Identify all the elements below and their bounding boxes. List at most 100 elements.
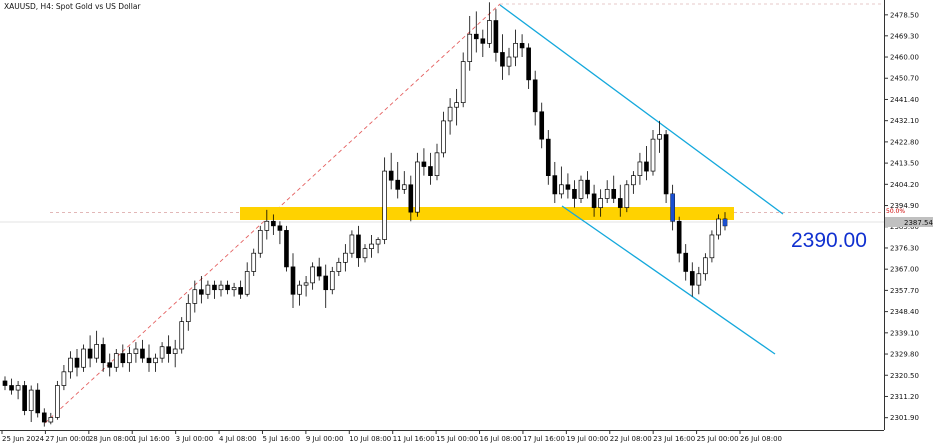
support-zone [240, 207, 734, 220]
candle-up [153, 357, 158, 364]
candle-down [591, 193, 597, 208]
x-tick-label: 22 Jul 08:00 [610, 435, 652, 443]
candle-up [624, 184, 630, 208]
x-tick-label: 17 Jul 16:00 [523, 435, 565, 443]
candle-up [172, 348, 178, 354]
candle-up [709, 234, 715, 259]
candle-up [369, 243, 374, 249]
candle-up [487, 20, 492, 44]
x-tick-label: 9 Jul 00:00 [306, 435, 344, 443]
candle-up [61, 371, 67, 386]
y-tick-label: 2394.90 [890, 202, 919, 210]
candle-up [68, 357, 73, 373]
y-tick-label: 2413.50 [890, 160, 919, 168]
candle-down [388, 170, 394, 181]
candle-up [703, 257, 708, 275]
candle-down [74, 357, 80, 368]
candle-up [447, 106, 453, 122]
x-tick-label: 27 Jun 00:00 [45, 435, 89, 443]
candle-up [631, 175, 636, 186]
candle-down [552, 175, 558, 195]
candle-up [441, 120, 446, 154]
x-tick-label: 25 Jul 00:00 [697, 435, 739, 443]
candle-up [28, 389, 34, 411]
candle-down [428, 166, 433, 176]
candle-down [565, 184, 571, 190]
candle-down [493, 20, 499, 53]
x-tick-label: 10 Jul 08:00 [349, 435, 391, 443]
y-axis: 2478.50 2469.30 2460.00 2450.70 2441.40 2432.… [884, 11, 919, 422]
y-tick-label: 2376.30 [890, 244, 919, 252]
candle-up [303, 282, 309, 286]
x-tick-label: 19 Jul 00:00 [566, 435, 608, 443]
y-tick-label: 2385.60 [890, 223, 919, 231]
y-tick-label: 2432.10 [890, 117, 919, 125]
x-tick-label: 28 Jun 08:00 [89, 435, 133, 443]
y-tick-label: 2367.00 [890, 266, 919, 274]
x-tick-label: 16 Jul 08:00 [480, 435, 522, 443]
candle-down [526, 47, 531, 81]
candle-up [192, 289, 198, 304]
fib-level-label: 50.0% [886, 208, 905, 215]
y-tick-label: 2311.20 [890, 393, 919, 401]
candle-down [9, 385, 14, 391]
candle-up [506, 56, 512, 67]
candle-down [532, 79, 538, 113]
candle-down [22, 385, 27, 411]
candle-down [545, 138, 551, 176]
candle-down [316, 266, 322, 277]
candle-down [408, 184, 414, 213]
y-tick-label: 2320.50 [890, 372, 919, 380]
y-tick-label: 2469.30 [890, 32, 919, 40]
candle-up [55, 385, 60, 418]
candle-up [657, 134, 662, 140]
candle-up [716, 218, 721, 236]
candle-up [48, 417, 54, 423]
candle-up [159, 346, 165, 359]
candle-down [100, 344, 106, 364]
candle-down [35, 389, 41, 414]
candle-up [127, 353, 132, 364]
candle-up [349, 234, 355, 254]
x-tick-label: 4 Jul 08:00 [219, 435, 257, 443]
candle-up [559, 184, 564, 195]
candle-down [611, 188, 617, 199]
candle-up [218, 284, 224, 291]
candle-down [617, 198, 623, 208]
x-tick-label: 15 Jul 00:00 [436, 435, 478, 443]
candle-down [539, 111, 545, 140]
candle-up [264, 220, 270, 231]
channel-lower-line [561, 205, 776, 355]
candle-down [87, 348, 93, 359]
candle-up [329, 271, 335, 291]
candle-highlight [723, 218, 727, 226]
candle-down [290, 266, 296, 295]
candle-down [271, 220, 276, 227]
channel-upper-line [499, 4, 784, 215]
candle-down [683, 252, 689, 272]
candle-up [113, 353, 119, 368]
candle-down [473, 33, 479, 40]
candle-down [689, 271, 695, 286]
candle-up [343, 252, 348, 263]
candle-up [415, 161, 420, 213]
candle-up [133, 348, 139, 354]
chart-title: XAUUSD, H4: Spot Gold vs US Dollar [4, 2, 141, 11]
candle-up [696, 273, 702, 286]
candle-up [94, 344, 99, 359]
candle-up [454, 102, 459, 108]
candle-up [513, 42, 518, 58]
x-tick-label: 3 Jul 00:00 [176, 435, 214, 443]
candle-up [598, 198, 603, 208]
candle-down [166, 346, 171, 354]
candle-up [244, 271, 250, 295]
x-tick-label: 26 Jul 08:00 [740, 435, 782, 443]
candle-down [644, 161, 649, 172]
candle-down [212, 284, 217, 291]
y-tick-label: 2441.40 [890, 96, 919, 104]
y-tick-label: 2357.70 [890, 287, 919, 295]
candle-up [467, 33, 473, 62]
candle-up [310, 266, 315, 284]
candle-down [238, 287, 243, 295]
